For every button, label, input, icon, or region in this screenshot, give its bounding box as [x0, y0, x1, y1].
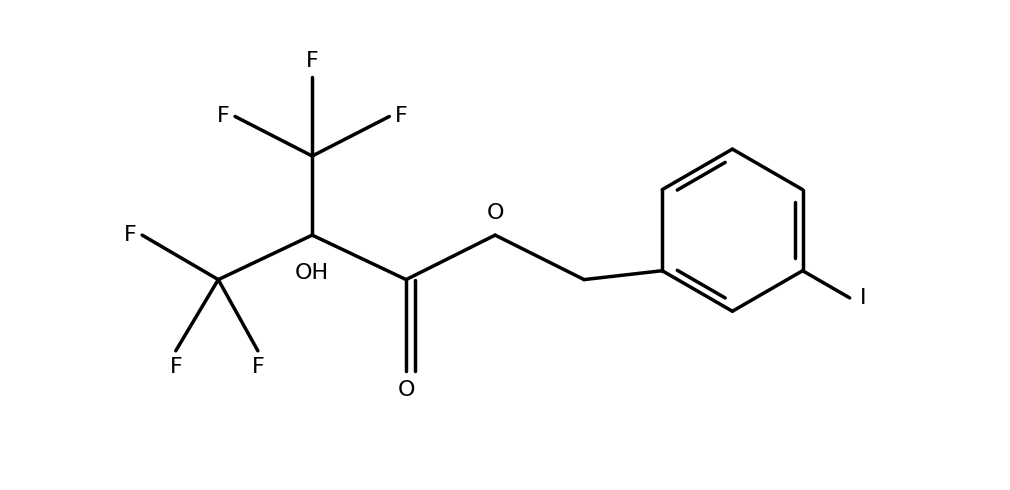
Text: I: I — [860, 288, 867, 308]
Text: F: F — [170, 357, 182, 377]
Text: O: O — [487, 203, 504, 223]
Text: F: F — [306, 51, 318, 71]
Text: OH: OH — [295, 263, 329, 283]
Text: F: F — [251, 357, 265, 377]
Text: F: F — [123, 225, 136, 245]
Text: F: F — [395, 106, 408, 126]
Text: F: F — [216, 106, 229, 126]
Text: O: O — [397, 380, 415, 400]
